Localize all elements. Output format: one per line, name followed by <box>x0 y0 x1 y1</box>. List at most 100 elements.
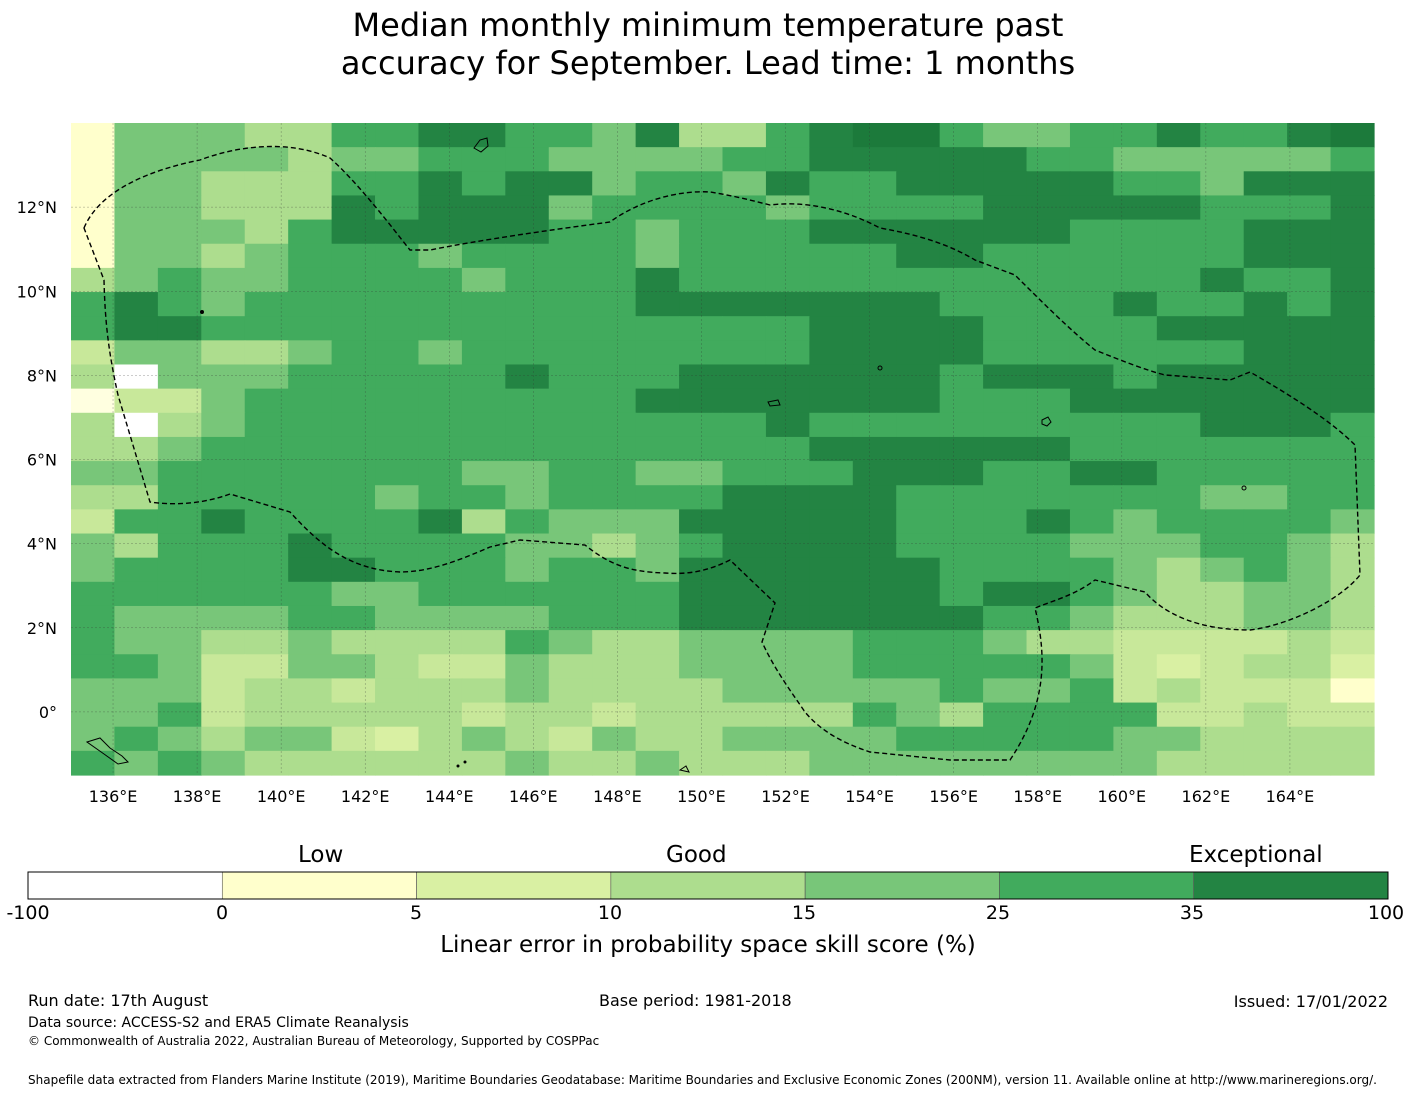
colorbar-word-low: Low <box>298 842 344 868</box>
grid-cell <box>244 412 289 438</box>
grid-cell <box>1026 364 1071 390</box>
grid-cell <box>852 678 897 704</box>
grid-cell <box>809 678 854 704</box>
grid-cell <box>896 726 941 752</box>
grid-cell <box>1026 436 1071 462</box>
grid-cell <box>71 340 116 366</box>
grid-cell <box>1156 750 1201 776</box>
lon-label: 146°E <box>509 787 558 806</box>
grid-cell <box>548 436 593 462</box>
grid-cell <box>592 147 637 172</box>
graticule <box>71 123 1374 775</box>
grid-cell <box>1113 171 1158 197</box>
grid-cell <box>1330 557 1375 583</box>
grid-cell <box>635 243 680 269</box>
grid-cell <box>1069 557 1114 583</box>
grid-cell <box>71 557 116 583</box>
grid-cell <box>375 292 420 317</box>
grid-cell <box>852 436 897 462</box>
grid-cell <box>896 509 941 535</box>
grid-cell <box>201 123 246 148</box>
grid-cell <box>722 243 767 269</box>
grid-cell <box>461 388 506 414</box>
grid-cell <box>852 219 897 245</box>
grid-cell <box>679 485 724 510</box>
grid-cell <box>635 605 680 631</box>
grid-cell <box>939 630 984 655</box>
grid-cell <box>896 316 941 341</box>
grid-cell <box>635 485 680 510</box>
grid-cell <box>983 533 1028 559</box>
grid-cell <box>1069 219 1114 245</box>
grid-cell <box>1113 436 1158 462</box>
grid-cell <box>418 412 463 438</box>
grid-cell <box>896 750 941 776</box>
grid-cell <box>201 630 246 655</box>
grid-cell <box>71 123 116 148</box>
grid-cell <box>635 123 680 148</box>
grid-cell <box>679 630 724 655</box>
grid-cell <box>983 654 1028 680</box>
grid-cell <box>809 557 854 583</box>
grid-cell <box>1287 750 1332 776</box>
lon-label: 142°E <box>341 787 390 806</box>
grid-cell <box>592 750 637 776</box>
grid-cell <box>244 533 289 559</box>
grid-cell <box>1069 147 1114 172</box>
grid-cell <box>1113 123 1158 148</box>
grid-cell <box>114 123 159 148</box>
grid-cell <box>1243 436 1288 462</box>
grid-cell <box>331 267 376 293</box>
grid-cell <box>1156 630 1201 655</box>
grid-cell <box>983 509 1028 535</box>
lat-label: 6°N <box>27 451 57 470</box>
grid-cell <box>1200 750 1245 776</box>
grid-cell <box>288 436 333 462</box>
grid-cell <box>548 581 593 607</box>
grid-cell <box>1330 678 1375 704</box>
grid-cell <box>157 364 202 390</box>
grid-cell <box>1026 702 1071 728</box>
grid-cell <box>1113 678 1158 704</box>
grid-cell <box>548 219 593 245</box>
grid-cell <box>71 605 116 631</box>
grid-cell <box>288 412 333 438</box>
grid-cell <box>852 364 897 390</box>
grid-cell <box>1287 219 1332 245</box>
grid-cell <box>765 243 810 269</box>
grid-cell <box>331 557 376 583</box>
grid-cell <box>852 702 897 728</box>
grid-cell <box>679 243 724 269</box>
grid-cell <box>114 581 159 607</box>
grid-cell <box>983 292 1028 317</box>
grid-cell <box>1156 509 1201 535</box>
grid-cell <box>1243 340 1288 366</box>
grid-cell <box>679 340 724 366</box>
grid-cell <box>288 267 333 293</box>
grid-cell <box>331 243 376 269</box>
grid-cell <box>1026 243 1071 269</box>
grid-cell <box>852 195 897 221</box>
grid-cell <box>1330 630 1375 655</box>
lat-label: 0° <box>39 703 57 722</box>
grid-cell <box>1113 630 1158 655</box>
grid-cell <box>1200 412 1245 438</box>
skill-grid <box>71 123 1375 776</box>
grid-cell <box>114 702 159 728</box>
grid-cell <box>939 557 984 583</box>
grid-cell <box>939 461 984 486</box>
grid-cell <box>592 654 637 680</box>
grid-cell <box>896 364 941 390</box>
grid-cell <box>157 388 202 414</box>
grid-cell <box>71 461 116 486</box>
grid-cell <box>939 219 984 245</box>
grid-cell <box>852 533 897 559</box>
grid-cell <box>418 461 463 486</box>
grid-cell <box>1156 123 1201 148</box>
grid-cell <box>1330 605 1375 631</box>
grid-cell <box>679 436 724 462</box>
grid-cell <box>1243 412 1288 438</box>
grid-cell <box>1069 750 1114 776</box>
grid-cell <box>983 630 1028 655</box>
grid-cell <box>375 654 420 680</box>
